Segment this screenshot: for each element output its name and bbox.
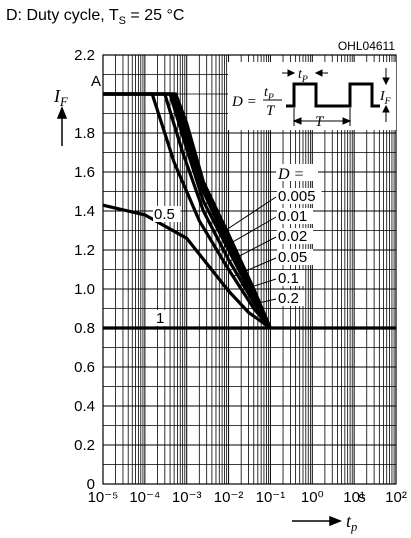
label-bg bbox=[277, 270, 305, 286]
y-tick-label: 1.2 bbox=[74, 242, 95, 259]
series-label: 1 bbox=[156, 310, 164, 327]
series-label: 0.02 bbox=[278, 228, 307, 245]
inset: D = T T bbox=[228, 62, 396, 130]
y-unit: A bbox=[91, 73, 101, 90]
series-label: 0.5 bbox=[154, 206, 175, 223]
title-sub: S bbox=[119, 15, 126, 27]
label-bg bbox=[155, 310, 166, 326]
leader-line bbox=[219, 196, 277, 235]
inset-if: IF bbox=[379, 89, 392, 107]
leader-line bbox=[249, 298, 277, 306]
series-label: 0.05 bbox=[278, 249, 307, 266]
code: OHL04611 bbox=[338, 39, 395, 53]
y-tick-label: 1.8 bbox=[74, 125, 95, 142]
inset-num: tP bbox=[264, 85, 274, 103]
y-tick-label: 0.6 bbox=[74, 359, 95, 376]
x-tick-label: 10⁻⁵ bbox=[88, 489, 119, 506]
x-label-sub: p bbox=[350, 520, 357, 534]
title-main: D: Duty cycle, T bbox=[6, 7, 119, 24]
if-arrows bbox=[382, 68, 390, 122]
x-tick-label: 10⁰ bbox=[301, 489, 324, 506]
leader-line bbox=[233, 257, 277, 277]
legend-title-bg bbox=[276, 164, 318, 181]
x-tick-label: 10⁻² bbox=[214, 489, 244, 506]
y-tick-label: 0.8 bbox=[74, 320, 95, 337]
inset-den: T bbox=[266, 103, 276, 119]
tp-arrows bbox=[282, 69, 328, 77]
inset-num-main: t bbox=[264, 85, 269, 100]
y-tick-label: 1.6 bbox=[74, 164, 95, 181]
x-tick-label: 10² bbox=[385, 489, 407, 506]
label-bg bbox=[277, 188, 322, 204]
series-label: 0.005 bbox=[278, 188, 316, 205]
label-bg bbox=[277, 290, 305, 306]
y-label-sub: F bbox=[59, 95, 68, 109]
y-arrow bbox=[56, 105, 68, 146]
y-tick-label: 2.2 bbox=[74, 47, 95, 64]
leader-line bbox=[223, 216, 277, 248]
y-tick-label: 1.0 bbox=[74, 281, 95, 298]
inset-tp-sub: P bbox=[301, 74, 308, 85]
x-tick-label: 10⁻³ bbox=[172, 489, 202, 506]
y-label-main: I bbox=[53, 86, 61, 106]
inset-box bbox=[228, 62, 396, 130]
inset-num-sub: P bbox=[267, 92, 274, 103]
label-bg bbox=[277, 249, 313, 265]
inset-tp: tP bbox=[298, 67, 308, 85]
chart-title: D: Duty cycle, TS = 25 °C bbox=[6, 7, 184, 27]
plot-frame bbox=[102, 54, 397, 485]
series-label: 0.01 bbox=[278, 208, 307, 225]
x-tick-label: 10¹ bbox=[343, 489, 365, 506]
title-end: = 25 °C bbox=[126, 7, 184, 24]
waveform bbox=[286, 82, 380, 108]
y-tick-label: 0.4 bbox=[74, 398, 95, 415]
label-bg bbox=[153, 206, 181, 222]
x-arrow bbox=[292, 515, 343, 527]
inset-if-main: I bbox=[379, 89, 386, 104]
series-label: 0.2 bbox=[278, 290, 299, 307]
leader-line bbox=[241, 278, 277, 291]
x-unit: s bbox=[358, 489, 366, 506]
legend-title: D = bbox=[277, 166, 304, 183]
label-bg bbox=[277, 208, 313, 224]
y-tick-label: 0 bbox=[87, 476, 95, 493]
leader-line bbox=[227, 236, 277, 263]
x-tick-label: 10⁻⁴ bbox=[129, 489, 160, 506]
series-label: 0.1 bbox=[278, 270, 299, 287]
y-tick-label: 1.4 bbox=[74, 203, 95, 220]
inset-if-sub: F bbox=[384, 96, 392, 107]
period-arrow bbox=[292, 108, 352, 126]
x-tick-label: 10⁻¹ bbox=[256, 489, 286, 506]
x-label: tp bbox=[346, 511, 357, 534]
series-line bbox=[102, 203, 272, 330]
series-line bbox=[103, 92, 272, 329]
x-label-main: t bbox=[346, 511, 352, 531]
inset-d: D = bbox=[231, 94, 257, 110]
y-tick-label: 0.2 bbox=[74, 437, 95, 454]
y-label: IF bbox=[53, 86, 68, 109]
label-bg bbox=[277, 228, 313, 244]
inset-tp-main: t bbox=[298, 67, 303, 82]
inset-period: T bbox=[315, 114, 325, 130]
